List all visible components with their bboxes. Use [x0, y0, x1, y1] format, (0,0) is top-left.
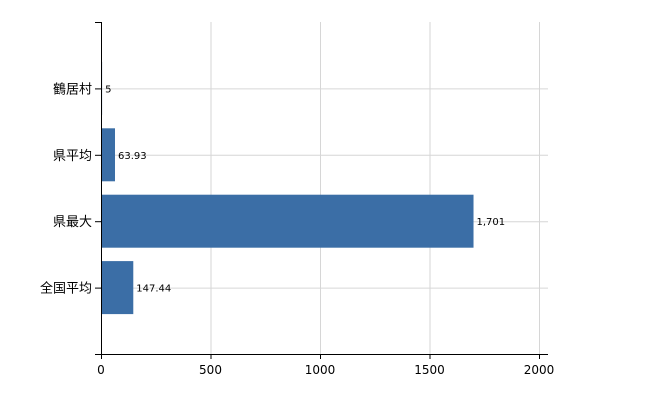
data-label: 63.93: [118, 151, 147, 162]
y-tick-label: 鶴居村: [53, 81, 92, 97]
y-tick-label: 県最大: [53, 215, 92, 230]
data-label: 147.44: [136, 284, 171, 295]
data-label: 5: [105, 84, 111, 95]
data-label: 1,701: [477, 217, 506, 228]
x-tick-label: 0: [97, 363, 105, 377]
x-tick-label: 1000: [305, 363, 336, 377]
x-tick-label: 500: [199, 363, 222, 377]
bar: [101, 194, 474, 248]
bar: [101, 128, 116, 182]
y-tick-label: 全国平均: [40, 281, 92, 297]
bar: [101, 261, 134, 315]
x-tick-label: 1500: [414, 363, 445, 377]
x-tick-label: 2000: [524, 363, 555, 377]
y-tick-label: 県平均: [53, 149, 92, 164]
